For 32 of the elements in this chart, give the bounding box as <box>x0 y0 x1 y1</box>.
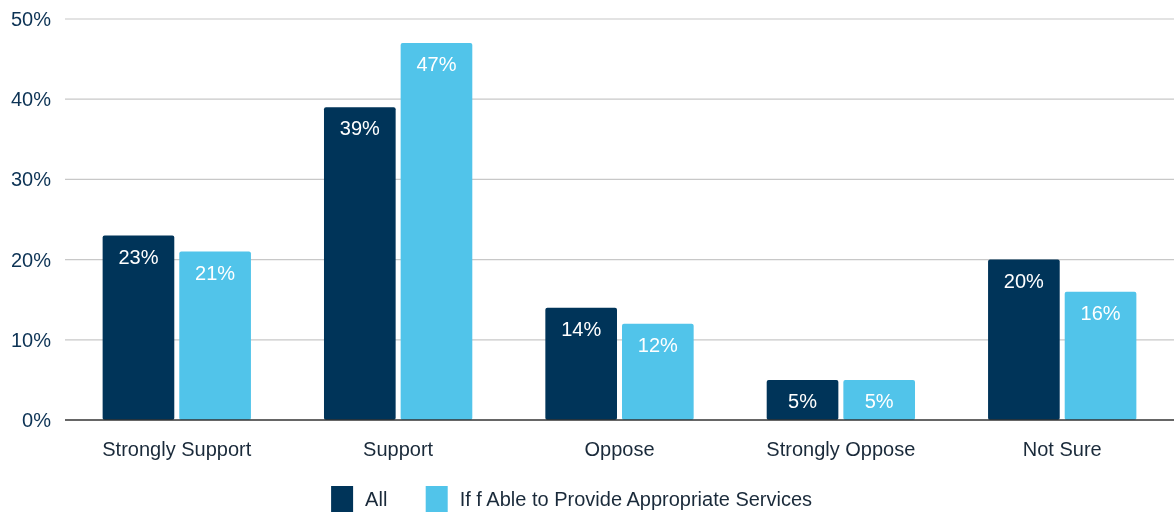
data-label: 21% <box>195 261 236 284</box>
y-tick-label: 0% <box>22 409 52 431</box>
x-tick-label: Support <box>363 438 434 460</box>
legend-label: All <box>365 488 388 510</box>
y-tick-label: 50% <box>10 8 52 30</box>
legend-label: If f Able to Provide Appropriate Services <box>459 488 813 510</box>
data-label: 5% <box>864 389 894 412</box>
y-tick-label: 20% <box>10 248 52 271</box>
bar <box>400 43 473 420</box>
y-tick-label: 40% <box>10 88 52 111</box>
data-label: 16% <box>1080 301 1121 324</box>
bar <box>323 107 396 420</box>
bar <box>179 251 251 420</box>
data-label: 5% <box>788 389 818 412</box>
data-label: 47% <box>416 53 457 76</box>
x-tick-label: Strongly Support <box>102 438 252 460</box>
bar <box>545 307 617 420</box>
bar <box>622 323 694 420</box>
data-label: 39% <box>339 117 381 140</box>
data-label: 12% <box>637 333 679 356</box>
x-tick-label: Oppose <box>584 438 655 460</box>
x-tick-label: Not Sure <box>1022 438 1102 460</box>
bar <box>102 235 175 420</box>
data-label: 23% <box>118 245 159 268</box>
data-label: 20% <box>1003 269 1045 292</box>
bar <box>843 379 916 420</box>
data-label: 14% <box>561 317 602 340</box>
y-tick-label: 10% <box>10 328 52 351</box>
y-tick-label: 30% <box>10 168 52 191</box>
bar <box>988 259 1060 420</box>
x-tick-label: Strongly Oppose <box>766 438 916 460</box>
bar <box>1064 291 1137 420</box>
